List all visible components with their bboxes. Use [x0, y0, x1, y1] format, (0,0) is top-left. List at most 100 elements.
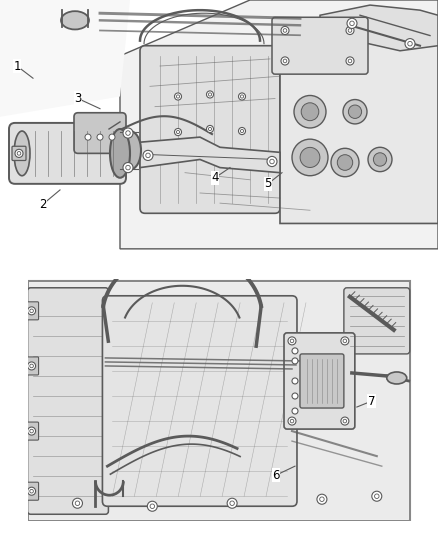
- Ellipse shape: [119, 131, 141, 169]
- Circle shape: [267, 156, 277, 167]
- Circle shape: [292, 393, 298, 399]
- Text: 1: 1: [13, 60, 21, 72]
- Circle shape: [17, 151, 21, 155]
- Circle shape: [240, 130, 244, 133]
- Circle shape: [283, 59, 287, 63]
- FancyBboxPatch shape: [102, 296, 297, 506]
- Ellipse shape: [14, 131, 30, 176]
- Circle shape: [347, 18, 357, 28]
- FancyBboxPatch shape: [140, 46, 280, 213]
- Circle shape: [177, 131, 180, 134]
- Circle shape: [208, 127, 212, 131]
- Circle shape: [331, 148, 359, 177]
- Circle shape: [348, 105, 362, 118]
- Circle shape: [292, 139, 328, 176]
- Circle shape: [239, 127, 246, 134]
- Circle shape: [341, 337, 349, 345]
- Circle shape: [294, 95, 326, 128]
- Polygon shape: [140, 137, 280, 173]
- Circle shape: [405, 38, 415, 49]
- Circle shape: [30, 364, 33, 368]
- Circle shape: [240, 95, 244, 98]
- FancyBboxPatch shape: [28, 288, 109, 514]
- Circle shape: [30, 489, 33, 493]
- FancyBboxPatch shape: [344, 288, 410, 354]
- Ellipse shape: [110, 129, 130, 177]
- Circle shape: [292, 378, 298, 384]
- Circle shape: [292, 358, 298, 364]
- Circle shape: [146, 153, 150, 158]
- Circle shape: [230, 501, 234, 505]
- Text: 5: 5: [264, 177, 272, 190]
- Circle shape: [288, 417, 296, 425]
- Ellipse shape: [61, 11, 89, 29]
- Circle shape: [283, 29, 287, 33]
- Circle shape: [150, 504, 155, 508]
- Circle shape: [123, 128, 133, 138]
- Circle shape: [281, 27, 289, 35]
- Circle shape: [174, 128, 181, 135]
- FancyBboxPatch shape: [30, 283, 408, 519]
- Circle shape: [28, 487, 35, 495]
- Circle shape: [30, 309, 33, 313]
- Circle shape: [301, 103, 319, 120]
- FancyBboxPatch shape: [284, 333, 355, 429]
- Circle shape: [28, 307, 35, 315]
- Circle shape: [343, 100, 367, 124]
- Circle shape: [126, 165, 130, 170]
- Circle shape: [343, 339, 346, 343]
- Circle shape: [227, 498, 237, 508]
- FancyBboxPatch shape: [27, 422, 39, 440]
- FancyBboxPatch shape: [300, 354, 344, 408]
- FancyBboxPatch shape: [27, 482, 39, 500]
- Circle shape: [281, 57, 289, 65]
- Polygon shape: [0, 0, 130, 117]
- Circle shape: [343, 419, 346, 423]
- Circle shape: [85, 134, 91, 140]
- Circle shape: [109, 134, 115, 140]
- Text: 7: 7: [368, 394, 375, 408]
- Circle shape: [317, 494, 327, 504]
- Circle shape: [408, 42, 412, 46]
- Circle shape: [341, 417, 349, 425]
- Circle shape: [123, 163, 133, 173]
- Circle shape: [147, 501, 157, 511]
- Circle shape: [126, 131, 130, 135]
- FancyBboxPatch shape: [9, 123, 126, 184]
- FancyBboxPatch shape: [27, 357, 39, 375]
- Circle shape: [290, 419, 294, 423]
- FancyBboxPatch shape: [74, 113, 126, 154]
- Circle shape: [97, 134, 103, 140]
- Circle shape: [374, 153, 387, 166]
- Circle shape: [346, 27, 354, 35]
- Polygon shape: [320, 5, 438, 51]
- Circle shape: [320, 497, 324, 502]
- Circle shape: [337, 155, 353, 171]
- Circle shape: [368, 147, 392, 172]
- FancyBboxPatch shape: [12, 146, 26, 160]
- Circle shape: [28, 427, 35, 435]
- FancyBboxPatch shape: [27, 302, 39, 320]
- Text: 2: 2: [39, 198, 47, 211]
- Circle shape: [177, 95, 180, 98]
- Circle shape: [206, 125, 213, 133]
- Circle shape: [28, 362, 35, 370]
- Circle shape: [350, 21, 354, 26]
- Circle shape: [73, 498, 82, 508]
- FancyBboxPatch shape: [28, 281, 410, 521]
- Ellipse shape: [387, 372, 407, 384]
- Circle shape: [208, 93, 212, 96]
- Circle shape: [348, 29, 352, 33]
- Text: 4: 4: [211, 171, 219, 184]
- Circle shape: [372, 491, 382, 501]
- Circle shape: [206, 91, 213, 98]
- FancyBboxPatch shape: [272, 17, 368, 74]
- Circle shape: [292, 348, 298, 354]
- Polygon shape: [280, 20, 438, 223]
- Circle shape: [290, 339, 294, 343]
- Circle shape: [348, 59, 352, 63]
- Text: 6: 6: [272, 469, 280, 482]
- Polygon shape: [120, 0, 438, 249]
- Circle shape: [174, 93, 181, 100]
- Circle shape: [143, 150, 153, 160]
